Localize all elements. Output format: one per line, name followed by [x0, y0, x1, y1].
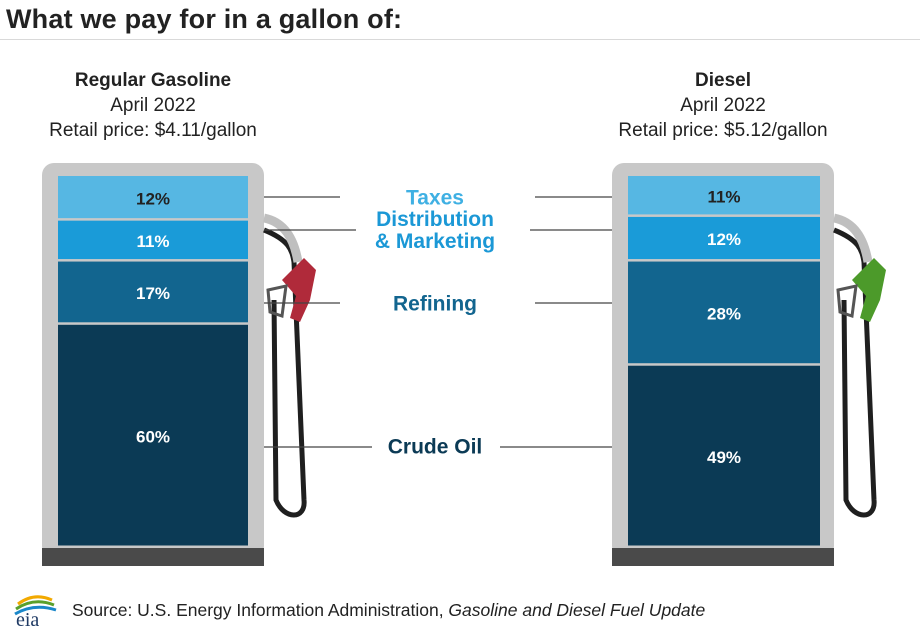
gasoline-nozzle-trigger	[266, 284, 288, 318]
label-refining: Refining	[393, 292, 477, 315]
eia-logo: eia	[14, 595, 57, 630]
title-divider	[0, 39, 920, 40]
gasoline-value-distribution-and-marketing: 11%	[136, 232, 169, 251]
label-crude-oil: Crude Oil	[388, 436, 483, 459]
label-distribution-and-marketing-line-2: & Marketing	[375, 230, 495, 253]
gasoline-header: Regular Gasoline April 2022 Retail price…	[22, 68, 284, 143]
source-note: Source: U.S. Energy Information Administ…	[72, 600, 705, 621]
diesel-header: Diesel April 2022 Retail price: $5.12/ga…	[592, 68, 854, 143]
diesel-nozzle	[852, 258, 886, 322]
diesel-hose-collar	[832, 213, 873, 263]
gasoline-date: April 2022	[110, 95, 196, 116]
gasoline-hose-collar	[262, 213, 303, 263]
diesel-segment-distribution-and-marketing	[628, 216, 820, 260]
diesel-value-crude-oil: 49%	[707, 448, 741, 467]
diesel-nozzle-trigger	[836, 284, 858, 318]
gasoline-nozzle	[282, 258, 316, 322]
diesel-price: Retail price: $5.12/gallon	[618, 120, 828, 141]
label-distribution-and-marketing-line-1: Distribution	[376, 208, 494, 231]
chart-title: What we pay for in a gallon of:	[6, 4, 403, 34]
gasoline-hose	[263, 227, 307, 518]
gasoline-value-refining: 17%	[136, 284, 170, 303]
source-title: Gasoline and Diesel Fuel Update	[448, 600, 706, 620]
diesel-segment-crude-oil	[628, 365, 820, 546]
diesel-value-taxes: 11%	[707, 187, 740, 206]
footer: eia Source: U.S. Energy Information Admi…	[0, 586, 920, 634]
label-taxes: Taxes	[406, 186, 464, 209]
diesel-value-refining: 28%	[707, 305, 741, 324]
fuel-cost-chart: 12% 11% 17% 60% 11% 12% 28% 49% TaxesDistributio…	[42, 163, 886, 566]
gasoline-pump-base	[42, 548, 264, 566]
diesel-date: April 2022	[680, 95, 766, 116]
gasoline-segment-taxes	[58, 176, 248, 219]
gasoline-name: Regular Gasoline	[74, 70, 232, 91]
gasoline-value-taxes: 12%	[136, 189, 170, 208]
gasoline-price: Retail price: $4.11/gallon	[49, 120, 257, 141]
diesel-segment-taxes	[628, 176, 820, 215]
gasoline-segment-refining	[58, 261, 248, 323]
diesel-segment-refining	[628, 261, 820, 364]
diesel-value-distribution-and-marketing: 12%	[707, 230, 741, 249]
diesel-hose	[833, 227, 877, 518]
diesel-pump-base	[612, 548, 834, 566]
gasoline-segment-crude-oil	[58, 324, 248, 546]
source-prefix: Source: U.S. Energy Information Administ…	[72, 600, 449, 620]
eia-logo-text: eia	[16, 609, 39, 630]
gasoline-segment-distribution-and-marketing	[58, 220, 248, 260]
gasoline-value-crude-oil: 60%	[136, 427, 170, 446]
diesel-name: Diesel	[695, 70, 751, 91]
